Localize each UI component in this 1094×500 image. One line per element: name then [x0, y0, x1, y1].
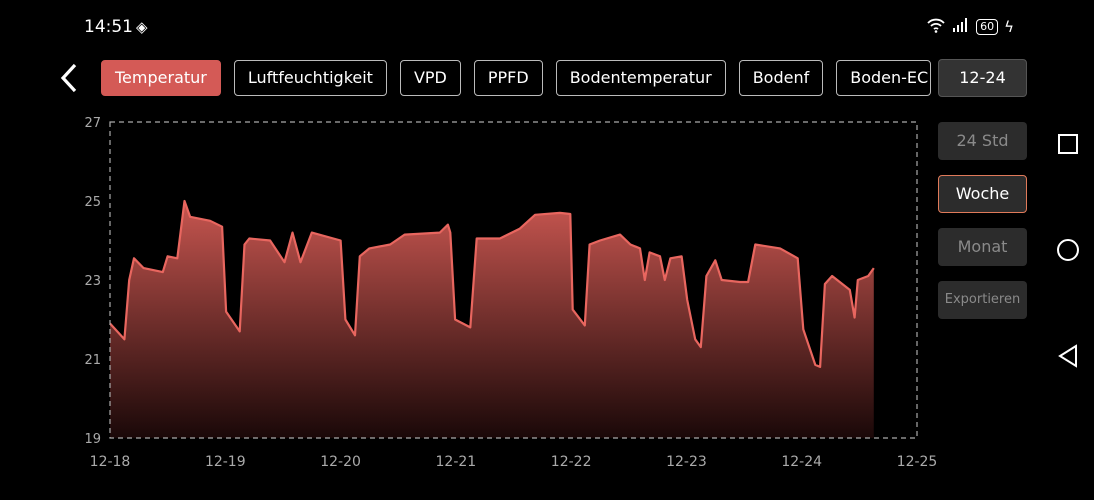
recent-apps-icon[interactable]: [1057, 133, 1079, 155]
x-tick-label: 12-21: [436, 454, 477, 470]
clock: 14:51: [84, 17, 133, 37]
wifi-icon: [926, 17, 946, 37]
range-month-button[interactable]: Monat: [938, 228, 1027, 266]
date-picker-button[interactable]: 12-24: [938, 59, 1027, 97]
x-tick-label: 12-18: [90, 454, 131, 470]
y-tick-label: 21: [84, 353, 101, 368]
tab-luftfeuchtigkeit[interactable]: Luftfeuchtigkeit: [233, 60, 387, 96]
x-tick-label: 12-20: [320, 454, 361, 470]
back-chevron-icon[interactable]: [58, 62, 80, 94]
home-icon[interactable]: [1057, 238, 1081, 262]
plot-border: [109, 121, 918, 439]
battery-icon: 60: [976, 19, 999, 35]
x-tick-label: 12-25: [897, 454, 938, 470]
nfc-icon: ◈: [136, 18, 148, 36]
range-24h-button[interactable]: 24 Std: [938, 122, 1027, 160]
export-button[interactable]: Exportieren: [938, 281, 1027, 319]
tab-temperatur[interactable]: Temperatur: [101, 60, 221, 96]
x-tick-label: 12-23: [666, 454, 707, 470]
tab-bodentemperatur[interactable]: Bodentemperatur: [555, 60, 726, 96]
tab-vpd[interactable]: VPD: [399, 60, 461, 96]
x-tick-label: 12-19: [205, 454, 246, 470]
range-week-button[interactable]: Woche: [938, 175, 1027, 213]
metric-tabs: Temperatur Luftfeuchtigkeit VPD PPFD Bod…: [101, 60, 932, 96]
charging-icon: ϟ: [1004, 18, 1014, 36]
back-nav-icon[interactable]: [1057, 344, 1079, 368]
status-icons: 60 ϟ: [926, 17, 1014, 37]
y-tick-label: 25: [84, 195, 101, 210]
x-tick-label: 12-22: [551, 454, 592, 470]
y-tick-label: 23: [84, 274, 101, 289]
x-tick-label: 12-24: [781, 454, 822, 470]
tab-bodenfeuchtigkeit[interactable]: Bodenf: [738, 60, 824, 96]
temperature-line: [109, 199, 875, 368]
signal-icon: [952, 18, 970, 36]
tab-ppfd[interactable]: PPFD: [473, 60, 543, 96]
tab-boden-ec[interactable]: Boden-EC: [836, 60, 932, 96]
status-time: 14:51 ◈: [84, 17, 148, 37]
temperature-area: [110, 201, 874, 438]
y-tick-label: 19: [84, 432, 101, 447]
y-tick-label: 27: [84, 116, 101, 131]
